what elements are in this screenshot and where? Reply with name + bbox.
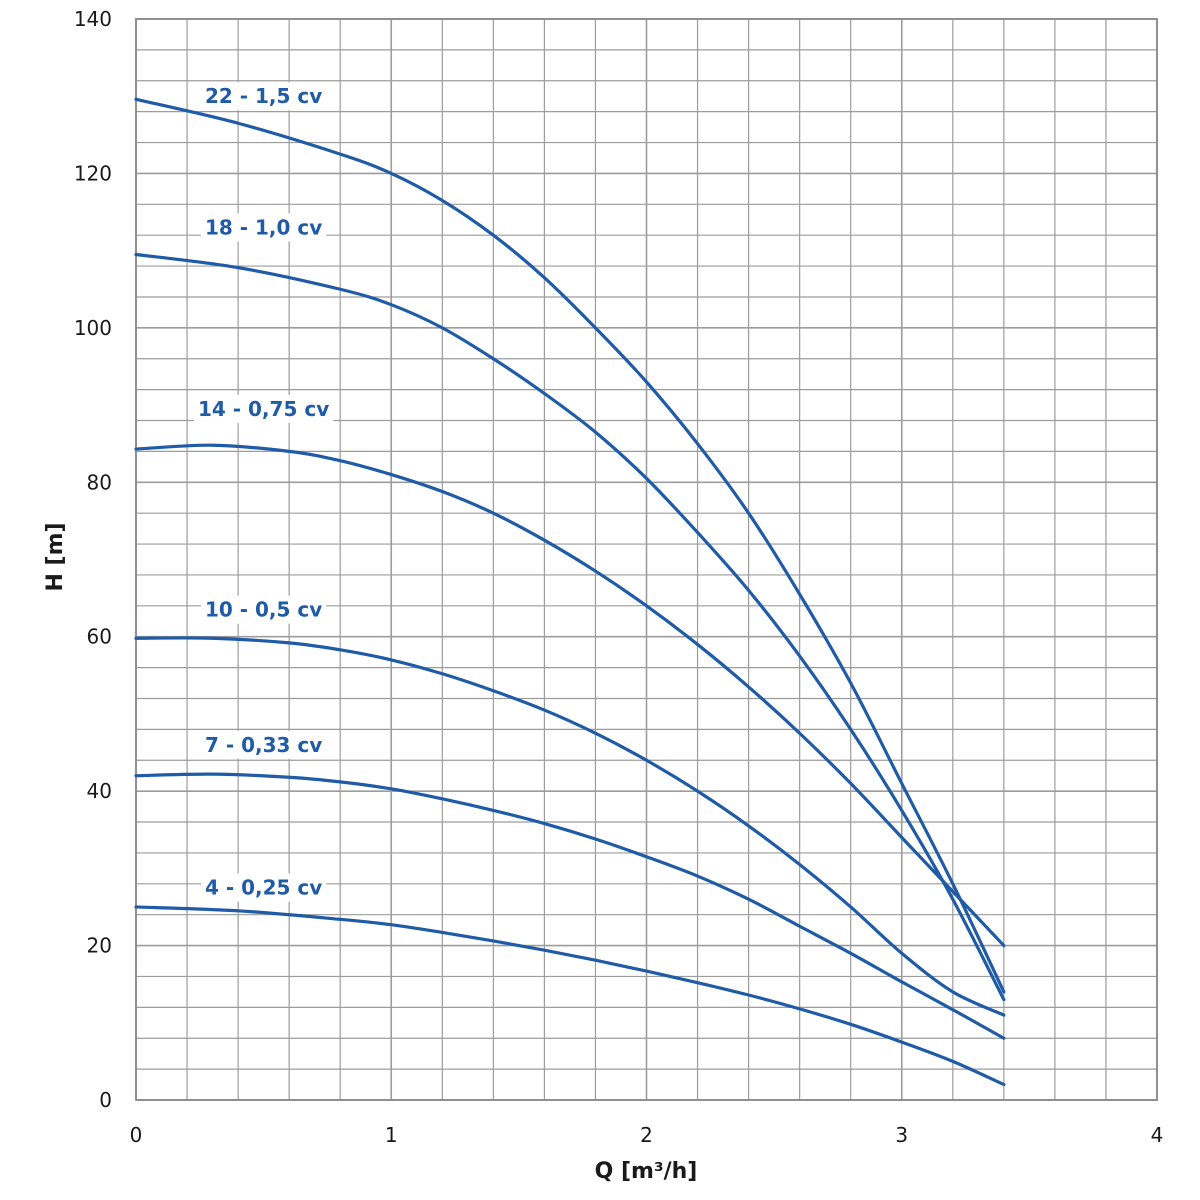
x-tick-label: 4 (1151, 1123, 1164, 1147)
y-tick-label: 100 (74, 316, 112, 340)
curve-series-4 (134, 772, 1006, 1040)
curve-label-background (193, 394, 334, 423)
curve-series-0 (134, 97, 1006, 994)
curve-label-group: 4 - 0,25 cv (200, 873, 327, 902)
grid (135, 18, 1158, 1101)
curve-label: 18 - 1,0 cv (205, 215, 322, 239)
curve-label-group: 10 - 0,5 cv (200, 595, 327, 624)
curve-label: 22 - 1,5 cv (205, 84, 322, 108)
y-tick-label: 120 (74, 161, 112, 185)
x-tick-label: 2 (640, 1123, 653, 1147)
y-axis-title: H [m] (43, 522, 68, 591)
x-tick-label: 0 (130, 1123, 143, 1147)
y-tick-label: 0 (99, 1088, 112, 1112)
y-tick-label: 140 (74, 7, 112, 31)
curve-label-background (200, 213, 327, 242)
y-tick-label: 20 (87, 934, 112, 958)
plot-frame (135, 18, 1158, 1101)
curve-label-background (200, 873, 327, 902)
curve-label-background (200, 730, 327, 759)
x-axis-title: Q [m³/h] (595, 1159, 698, 1184)
curve-label-background (200, 595, 327, 624)
curve-label-group: 18 - 1,0 cv (200, 213, 327, 242)
y-tick-label: 80 (87, 470, 112, 494)
x-tick-label: 1 (385, 1123, 398, 1147)
curve-label: 10 - 0,5 cv (205, 598, 322, 622)
curve-labels: 22 - 1,5 cv 18 - 1,0 cv 14 - 0,75 cv 10 - 0… (193, 82, 334, 902)
curve-label-background (200, 82, 327, 111)
curve-series-5 (134, 905, 1006, 1087)
curve-series-1 (134, 252, 1006, 1002)
curve-label-group: 7 - 0,33 cv (200, 730, 327, 759)
curve-label: 14 - 0,75 cv (198, 397, 329, 421)
x-tick-label: 3 (895, 1123, 908, 1147)
y-tick-label: 60 (87, 625, 112, 649)
curve-series-3 (134, 636, 1006, 1017)
curve-label-group: 22 - 1,5 cv (200, 82, 327, 111)
curves (134, 97, 1006, 1087)
curve-label: 7 - 0,33 cv (205, 733, 322, 757)
curve-series-2 (134, 443, 1006, 948)
curve-label: 4 - 0,25 cv (205, 876, 322, 900)
y-tick-label: 40 (87, 779, 112, 803)
curve-label-group: 14 - 0,75 cv (193, 394, 334, 423)
